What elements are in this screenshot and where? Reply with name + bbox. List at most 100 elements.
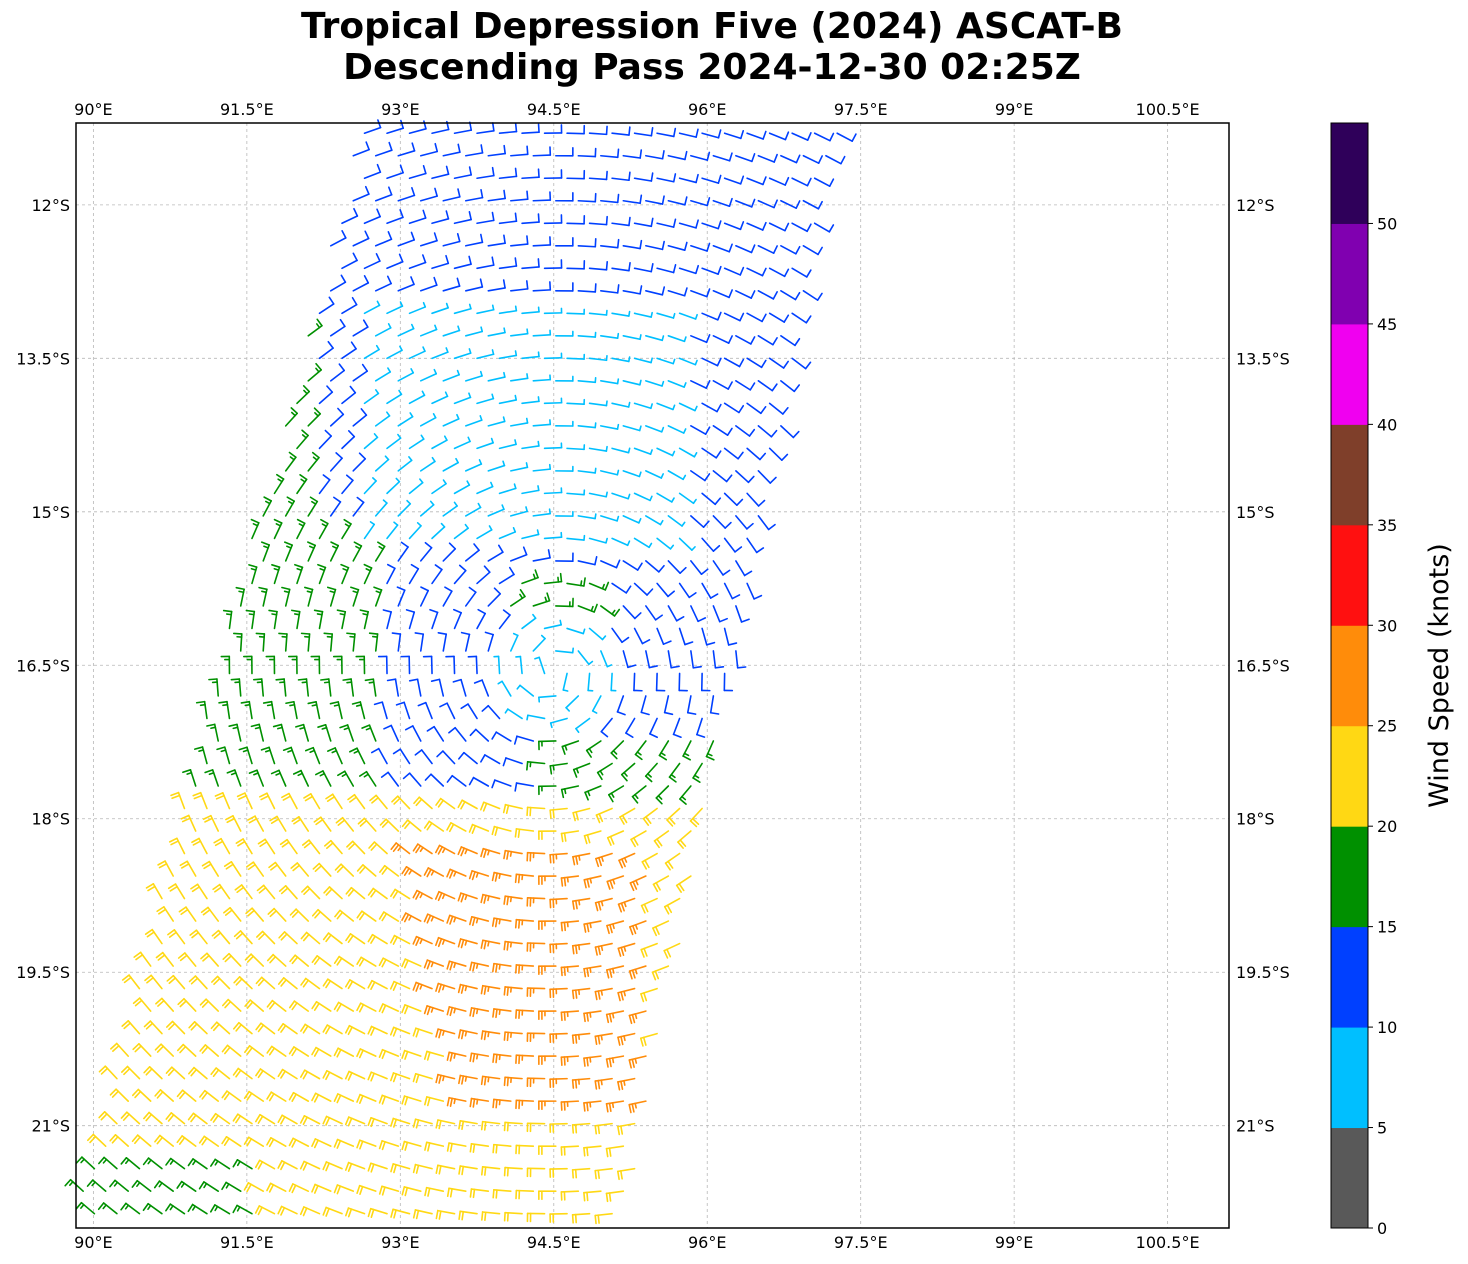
wind-barb-79 xyxy=(667,196,688,206)
wind-barb-348 xyxy=(735,470,755,484)
wind-barb-604 xyxy=(272,723,287,742)
wind-barb-584 xyxy=(329,701,343,720)
wind-barb-701 xyxy=(335,816,355,832)
wind-barb-1049 xyxy=(605,1145,625,1158)
wind-barb-1106 xyxy=(209,1204,231,1215)
wind-barb-783 xyxy=(571,897,591,910)
wind-barb-349 xyxy=(757,470,777,484)
wind-barb-875 xyxy=(480,984,501,995)
wind-barb-1097 xyxy=(560,1190,580,1201)
wind-barb-83 xyxy=(757,199,778,209)
wind-barb-641 xyxy=(572,762,591,778)
wind-barb-276 xyxy=(633,402,653,410)
wind-barb-1122 xyxy=(571,1212,591,1224)
wind-barb-82 xyxy=(735,198,756,208)
wind-barb-445 xyxy=(363,563,373,585)
wind-barb-56 xyxy=(633,172,654,182)
wind-barb-761 xyxy=(629,875,647,892)
wind-barb-411 xyxy=(611,537,631,547)
wind-barb-675 xyxy=(281,792,298,810)
wind-barb-1085 xyxy=(288,1183,310,1194)
wind-barb-630 xyxy=(327,747,343,765)
wind-barb-327 xyxy=(768,447,789,462)
wind-barb-778 xyxy=(457,892,478,903)
wind-barb-1069 xyxy=(503,1166,523,1177)
wind-barb-250 xyxy=(555,375,574,382)
wind-barb-752 xyxy=(423,867,445,878)
wind-barb-196 xyxy=(329,318,346,337)
wind-barb-976 xyxy=(594,1077,613,1090)
wind-barb-382 xyxy=(487,504,505,517)
wind-barb-854 xyxy=(560,965,580,977)
wind-barb-749 xyxy=(356,864,377,877)
wind-barb-163 xyxy=(600,284,620,294)
wind-barb-521 xyxy=(510,632,519,652)
wind-barb-1039 xyxy=(378,1140,400,1151)
wind-barb-534 xyxy=(265,655,276,675)
y-tick-label-left-4: 18°S xyxy=(31,810,70,829)
wind-barb-363 xyxy=(566,489,586,496)
wind-barb-1067 xyxy=(458,1165,478,1176)
wind-barb-141 xyxy=(588,261,609,271)
wind-barb-885 xyxy=(177,997,197,1012)
y-tick-label-right-1: 13.5°S xyxy=(1236,349,1290,368)
wind-barb-575 xyxy=(663,695,674,716)
wind-barb-519 xyxy=(460,631,471,652)
wind-barb-70 xyxy=(464,188,484,202)
wind-barb-835 xyxy=(133,951,152,967)
wind-barb-96 xyxy=(566,214,586,225)
wind-barb-921 xyxy=(457,1029,478,1040)
y-tick-label-left-6: 21°S xyxy=(31,1117,70,1136)
wind-barb-938 xyxy=(288,1046,310,1057)
wind-barb-268 xyxy=(453,392,472,405)
wind-barb-959 xyxy=(210,1067,231,1080)
wind-barb-434 xyxy=(622,560,643,571)
wind-barb-105 xyxy=(768,222,790,232)
wind-barb-341 xyxy=(577,467,597,474)
wind-barb-170 xyxy=(757,289,778,300)
wind-barb-544 xyxy=(493,655,501,675)
wind-barb-246 xyxy=(464,370,483,382)
wind-barb-446 xyxy=(386,563,396,585)
wind-barb-270 xyxy=(498,394,518,405)
wind-barb-107 xyxy=(813,222,835,233)
colorbar-tick-label-5: 25 xyxy=(1377,717,1397,736)
wind-barb-677 xyxy=(325,793,343,810)
wind-barb-523 xyxy=(555,647,574,654)
x-tick-label-bottom-6: 99°E xyxy=(995,1233,1033,1252)
wind-barb-1110 xyxy=(299,1206,321,1217)
wind-barb-333 xyxy=(397,456,413,472)
wind-barb-115 xyxy=(487,234,506,247)
wind-barb-1057 xyxy=(232,1159,253,1170)
wind-barb-482 xyxy=(667,605,685,622)
wind-barb-279 xyxy=(701,402,722,413)
wind-barb-404 xyxy=(453,523,469,540)
wind-barb-832 xyxy=(617,942,636,957)
wind-barb-467 xyxy=(326,586,337,607)
wind-barb-796 xyxy=(334,909,355,922)
wind-barb-180 xyxy=(476,304,495,315)
wind-barb-437 xyxy=(690,560,709,575)
wind-barb-13 xyxy=(656,127,677,138)
wind-barb-568 xyxy=(497,680,512,697)
wind-barb-917 xyxy=(367,1025,388,1036)
wind-barb-804 xyxy=(514,918,535,929)
wind-barb-63 xyxy=(791,177,812,187)
wind-barb-524 xyxy=(577,650,594,666)
wind-barb-300 xyxy=(667,425,687,434)
x-tick-label-bottom-7: 100.5°E xyxy=(1136,1233,1200,1252)
wind-barb-817 xyxy=(278,931,298,945)
wind-barb-291 xyxy=(464,415,483,427)
wind-barb-756 xyxy=(514,873,535,884)
wind-barb-859 xyxy=(121,974,141,990)
wind-barb-1037 xyxy=(333,1138,355,1149)
wind-barb-352 xyxy=(318,474,331,495)
x-tick-label-top-5: 97.5°E xyxy=(834,100,888,119)
wind-barb-680 xyxy=(391,795,411,810)
wind-barb-520 xyxy=(484,631,494,652)
wind-barb-682 xyxy=(435,797,456,810)
wind-barb-670 xyxy=(170,791,186,810)
wind-barb-997 xyxy=(538,1100,557,1111)
wind-barb-16 xyxy=(723,129,745,140)
wind-barb-405 xyxy=(476,525,493,540)
